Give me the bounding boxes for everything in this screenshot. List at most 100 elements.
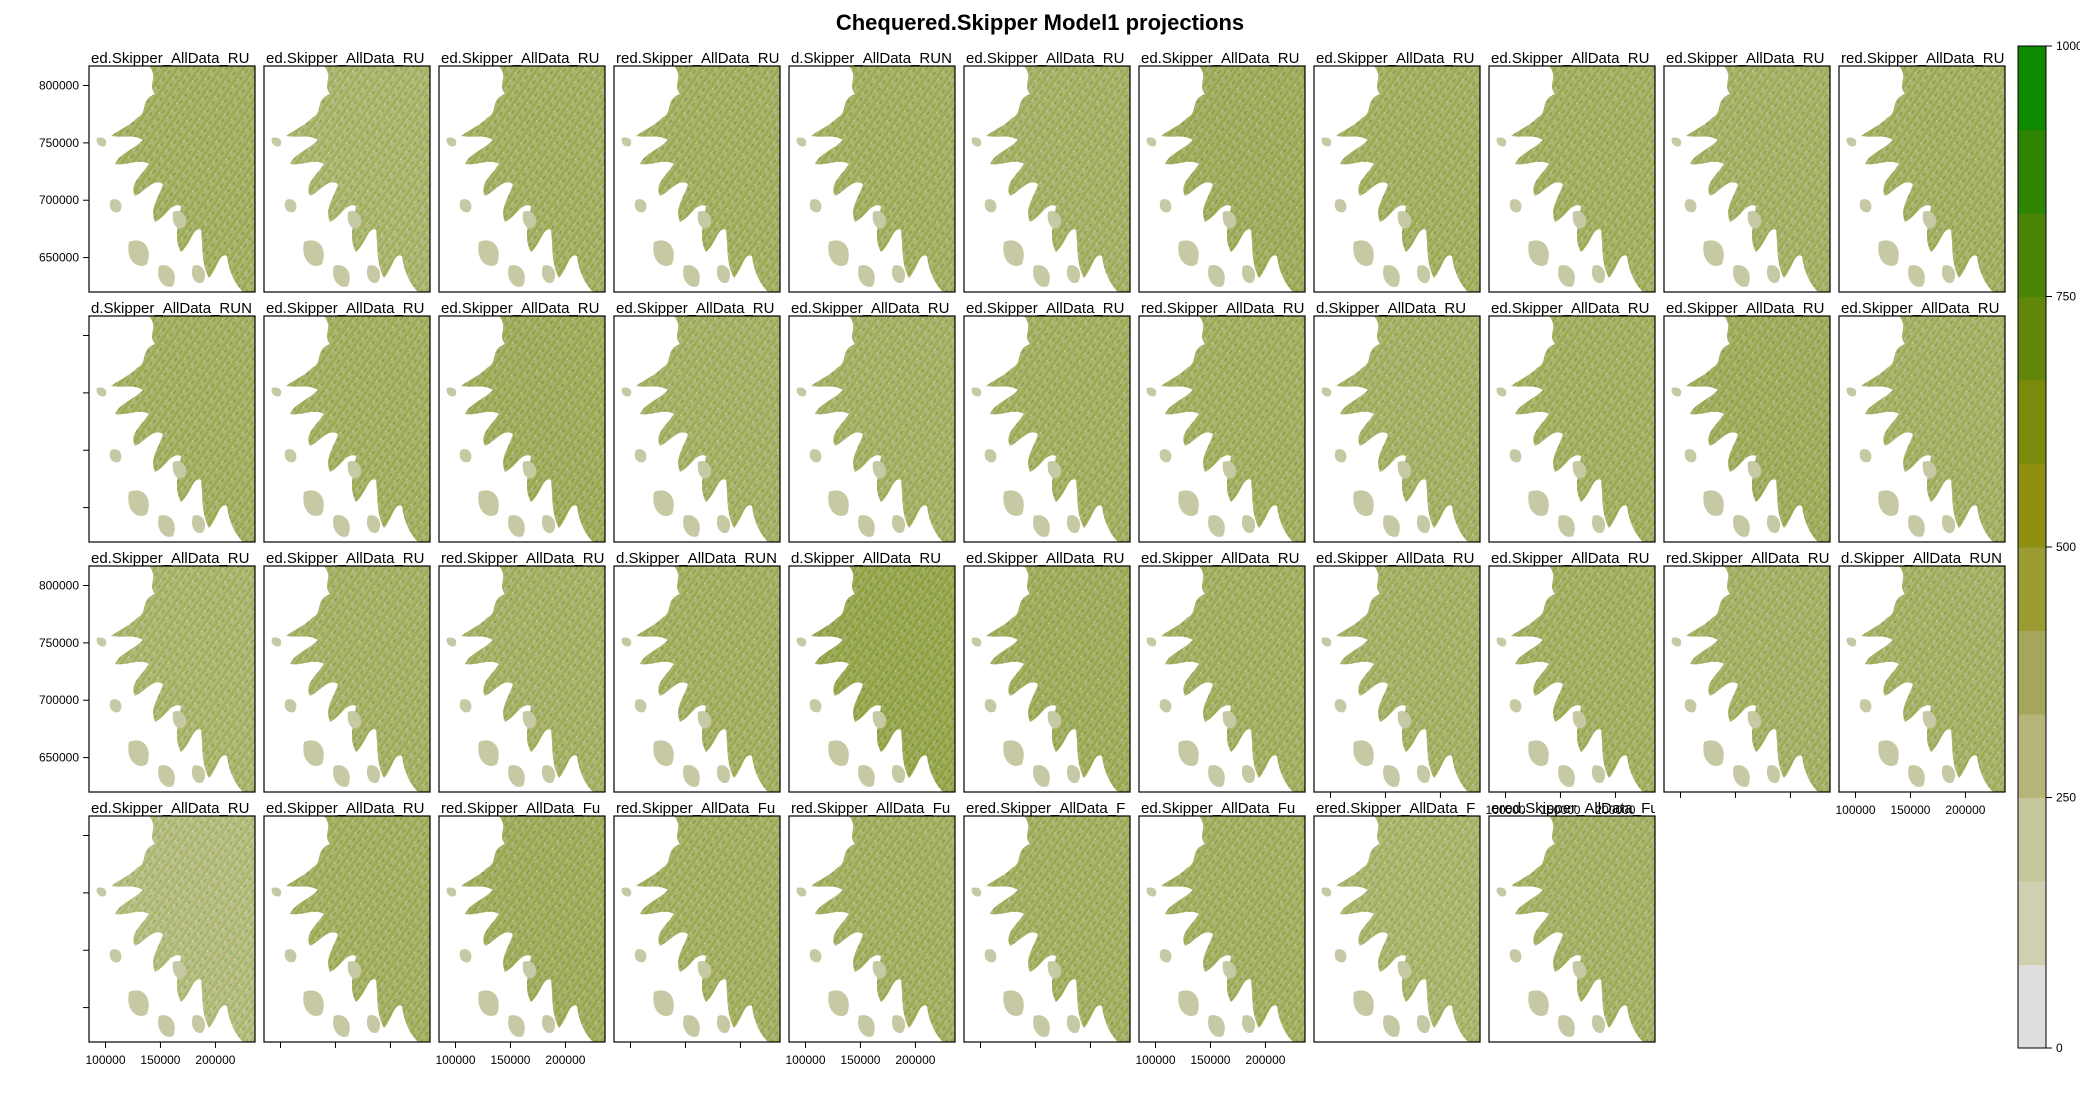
panel-label: red.Skipper_AllData_RU xyxy=(1666,550,1829,567)
panel-label-wrap: ed.Skipper_AllData_RU xyxy=(966,300,1124,317)
land-raster xyxy=(1161,566,1305,792)
panel-label-wrap: d.Skipper_AllData_RUN xyxy=(1841,550,2002,567)
panel-border xyxy=(1663,65,1831,293)
panel-border xyxy=(788,65,956,293)
suitability-overlay xyxy=(1511,316,1655,542)
panel-border xyxy=(963,65,1131,293)
island-raster xyxy=(697,960,712,979)
y-tick-label: 700000 xyxy=(39,693,79,707)
x-tick-label: 100000 xyxy=(785,1053,825,1067)
panel-map-area xyxy=(1839,566,2005,792)
island-raster xyxy=(271,637,282,647)
panel-label-wrap: ed.Skipper_AllData_RU xyxy=(1141,550,1299,567)
panel-label: ed.Skipper_AllData_RU xyxy=(791,300,949,317)
island-raster xyxy=(1146,887,1157,897)
island-raster xyxy=(683,1015,700,1037)
island-raster xyxy=(1066,765,1081,784)
island-raster xyxy=(1066,265,1081,284)
island-raster xyxy=(634,449,647,463)
panel-map-area xyxy=(964,66,1130,292)
island-raster xyxy=(1572,960,1587,979)
island-raster xyxy=(1766,765,1781,784)
island-raster xyxy=(1159,699,1172,713)
island-raster xyxy=(1509,699,1522,713)
panel-border xyxy=(1488,65,1656,293)
island-raster xyxy=(1159,449,1172,463)
island-raster xyxy=(809,949,822,963)
island-raster xyxy=(478,490,499,516)
panel-map-area xyxy=(789,566,955,792)
island-raster xyxy=(858,515,875,537)
island-raster xyxy=(1222,460,1237,479)
panel-label-clip: ered.Skipper_AllData_Fu xyxy=(1491,800,1655,817)
panel-label-wrap: ed.Skipper_AllData_RU xyxy=(1841,300,1999,317)
island-raster xyxy=(459,199,472,213)
panel-label-clip: ed.Skipper_AllData_RU xyxy=(791,300,949,317)
panel-map-area xyxy=(89,566,255,792)
suitability-overlay xyxy=(461,316,605,542)
island-raster xyxy=(1846,637,1857,647)
map-panel: ed.Skipper_AllData_RU xyxy=(1313,50,1481,293)
island-raster xyxy=(522,960,537,979)
land-raster xyxy=(111,316,255,542)
suitability-overlay xyxy=(1861,566,2005,792)
island-raster xyxy=(459,699,472,713)
panel-label-wrap: red.Skipper_AllData_Fu xyxy=(616,800,775,817)
panel-label-wrap: ed.Skipper_AllData_RU xyxy=(1491,300,1649,317)
panel-label-clip: ed.Skipper_AllData_RU xyxy=(1316,50,1474,67)
map-panel: ed.Skipper_AllData_RU xyxy=(1838,300,2006,543)
island-raster xyxy=(1703,240,1724,266)
island-raster xyxy=(96,887,107,897)
island-raster xyxy=(828,990,849,1016)
panel-map-area xyxy=(1314,66,1480,292)
y-tick-label: 700000 xyxy=(39,193,79,207)
panel-border xyxy=(1138,65,1306,293)
island-raster xyxy=(1159,949,1172,963)
panel-border xyxy=(438,815,606,1043)
island-raster xyxy=(1922,210,1937,229)
x-tick-label: 100000 xyxy=(435,1053,475,1067)
panel-map-area xyxy=(439,566,605,792)
panel-map-area xyxy=(964,316,1130,542)
island-raster xyxy=(1146,387,1157,397)
island-raster xyxy=(191,265,206,284)
panel-label: ed.Skipper_AllData_RU xyxy=(1666,300,1824,317)
panel-label-wrap: ed.Skipper_AllData_RU xyxy=(1141,50,1299,67)
suitability-overlay xyxy=(811,816,955,1042)
island-raster xyxy=(1591,515,1606,534)
island-raster xyxy=(1047,460,1062,479)
island-raster xyxy=(158,1015,175,1037)
island-raster xyxy=(1178,240,1199,266)
land-raster xyxy=(1686,66,1830,292)
map-panel: ered.Skipper_AllData_F xyxy=(1313,800,1481,1043)
panel-label-wrap: ed.Skipper_AllData_Fu xyxy=(1141,800,1295,817)
island-raster xyxy=(1908,765,1925,787)
island-raster xyxy=(172,210,187,229)
island-raster xyxy=(828,740,849,766)
island-raster xyxy=(109,199,122,213)
island-raster xyxy=(366,1015,381,1034)
island-raster xyxy=(478,240,499,266)
island-raster xyxy=(508,265,525,287)
panel-map-area xyxy=(1489,316,1655,542)
panel-label: ed.Skipper_AllData_RU xyxy=(1316,550,1474,567)
island-raster xyxy=(1684,699,1697,713)
panel-label-clip: ed.Skipper_AllData_RU xyxy=(1491,50,1649,67)
island-raster xyxy=(1846,387,1857,397)
panel-map-area xyxy=(789,816,955,1042)
panel-label-clip: red.Skipper_AllData_RU xyxy=(1141,300,1304,317)
island-raster xyxy=(796,387,807,397)
land-raster xyxy=(111,816,255,1042)
panel-label: ed.Skipper_AllData_RU xyxy=(966,550,1124,567)
panel-border xyxy=(1663,565,1831,793)
suitability-overlay xyxy=(1336,566,1480,792)
island-raster xyxy=(1859,449,1872,463)
panel-label: ed.Skipper_AllData_RU xyxy=(966,300,1124,317)
island-raster xyxy=(809,699,822,713)
island-raster xyxy=(1178,990,1199,1016)
panel-label-clip: d.Skipper_AllData_RUN xyxy=(1841,550,2002,567)
suitability-overlay xyxy=(1161,816,1305,1042)
island-raster xyxy=(303,240,324,266)
map-panel: ed.Skipper_AllData_RU xyxy=(1313,550,1481,798)
island-raster xyxy=(1146,137,1157,147)
